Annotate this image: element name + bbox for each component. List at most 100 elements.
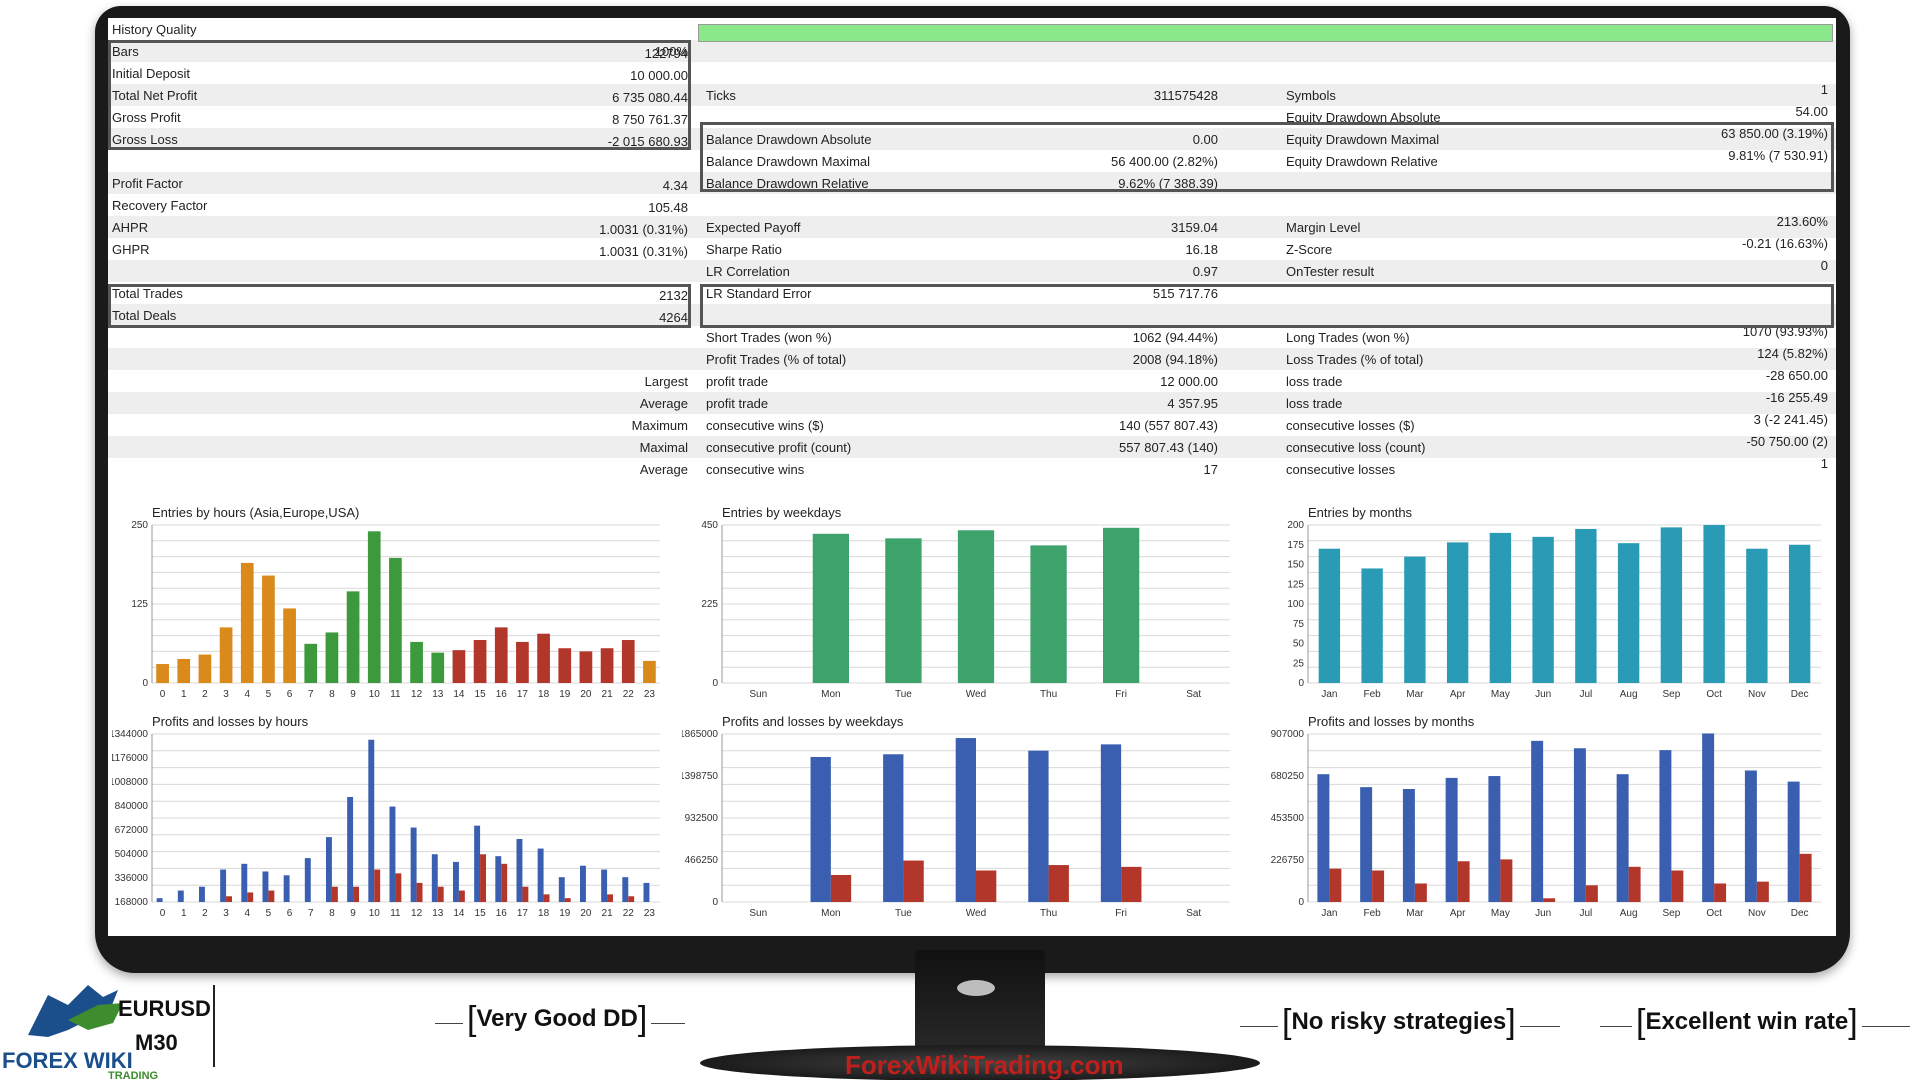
profit-bar (177, 890, 184, 902)
profit-bar (883, 754, 904, 902)
history-quality-bar (698, 24, 1833, 42)
stat-value: 3 (-2 241.45) (1753, 412, 1828, 427)
stat-row (108, 348, 1836, 370)
y-tick-label: 450 (701, 520, 718, 531)
x-tick-label: 17 (517, 908, 529, 919)
stat-label: History Quality (112, 22, 197, 37)
loss-bar (331, 886, 338, 902)
loss-bar (268, 890, 275, 902)
chart-2: 0 25 50 75 100 125 150 175 200 Jan Feb Mar Apr May Jun… (1268, 505, 1833, 705)
stat-label: Bars (112, 44, 139, 59)
tester-report-screen: History Quality 100% Bars 122794 Initial Dep… (108, 18, 1836, 936)
y-tick-label: 0 (712, 678, 718, 689)
y-tick-label: 907000 (1271, 729, 1305, 740)
stat-row (108, 392, 1836, 414)
y-tick-label: 175 (1287, 540, 1304, 551)
stat-value: 4.34 (662, 178, 688, 193)
x-tick-label: Jul (1579, 689, 1592, 700)
bar (156, 664, 169, 683)
monitor-stand-base (700, 1045, 1260, 1080)
stat-row (108, 128, 1836, 150)
y-tick-label: 680250 (1271, 771, 1305, 782)
stat-row (108, 172, 1836, 194)
y-tick-label: 336000 (115, 873, 149, 884)
stat-row (108, 40, 1836, 62)
x-tick-label: 0 (160, 689, 166, 700)
bar (262, 575, 275, 683)
stat-value: -2 015 680.93 (607, 134, 688, 149)
stat-value: 1 (1820, 456, 1828, 471)
profit-bar (347, 797, 354, 902)
profit-bar (156, 898, 163, 902)
bar (283, 608, 296, 683)
row-header: Maximal (639, 440, 688, 455)
x-tick-label: Sun (749, 689, 767, 700)
bull-bear-icon (28, 985, 123, 1037)
x-tick-label: 22 (623, 908, 635, 919)
loss-bar (1121, 866, 1142, 902)
x-tick-label: Jan (1321, 908, 1337, 919)
loss-bar (1372, 870, 1385, 902)
chart-title: Entries by months (1308, 505, 1413, 520)
profit-bar (810, 756, 831, 902)
x-tick-label: 18 (538, 689, 550, 700)
stat-value: 515 717.76 (1152, 286, 1218, 301)
bar (1489, 532, 1512, 683)
x-tick-label: 3 (223, 689, 229, 700)
bar (1660, 527, 1683, 683)
stat-row (108, 304, 1836, 326)
bar (885, 538, 922, 683)
group-frame (700, 122, 1834, 192)
x-tick-label: 1 (181, 689, 187, 700)
x-tick-label: 16 (496, 908, 508, 919)
row-header: Average (639, 462, 688, 477)
stat-label: Ticks (706, 88, 736, 103)
y-tick-label: 466250 (685, 855, 719, 866)
x-tick-label: May (1491, 689, 1510, 700)
x-tick-label: 18 (538, 908, 550, 919)
logo-text: FOREX WIKI (2, 1048, 133, 1073)
stat-label: consecutive profit (count) (706, 440, 852, 455)
profit-bar (622, 877, 629, 902)
bar (600, 648, 614, 683)
bar (219, 627, 233, 683)
x-tick-label: Sep (1662, 689, 1680, 700)
stat-label: LR Standard Error (706, 286, 812, 301)
loss-bar (543, 894, 550, 902)
x-tick-label: 2 (202, 908, 208, 919)
x-tick-label: Aug (1620, 689, 1638, 700)
x-tick-label: 8 (329, 908, 335, 919)
y-tick-label: 932500 (685, 813, 719, 824)
bar (957, 530, 995, 683)
bar (325, 632, 339, 683)
profit-bar (643, 882, 650, 902)
y-tick-label: 50 (1293, 639, 1305, 650)
chart-title: Profits and losses by months (1308, 714, 1475, 729)
loss-bar (628, 896, 635, 902)
x-tick-label: Sat (1186, 689, 1201, 700)
profit-bar (1659, 750, 1672, 902)
x-tick-label: Feb (1364, 689, 1382, 700)
profit-bar (1573, 748, 1586, 902)
x-tick-label: 22 (623, 689, 635, 700)
bar (1103, 527, 1140, 683)
x-tick-label: 6 (287, 908, 293, 919)
loss-bar (1628, 866, 1641, 902)
bar (198, 654, 212, 683)
stat-label: AHPR (112, 220, 149, 235)
y-tick-label: 1344000 (112, 729, 148, 740)
stat-value: 2008 (94.18%) (1132, 352, 1218, 367)
x-tick-label: Nov (1748, 689, 1766, 700)
profit-bar (1702, 733, 1715, 902)
x-tick-label: 7 (308, 689, 314, 700)
loss-bar (1714, 883, 1727, 902)
profit-bar (1445, 777, 1458, 902)
stat-value: 56 400.00 (2.82%) (1111, 154, 1218, 169)
profit-bar (1100, 744, 1122, 902)
tag-excellent-win-rate: [Excellent win rate] (1632, 1003, 1862, 1042)
bar (240, 562, 254, 683)
x-tick-label: 10 (369, 908, 381, 919)
y-tick-label: 1176000 (112, 753, 148, 764)
x-tick-label: 4 (244, 908, 250, 919)
